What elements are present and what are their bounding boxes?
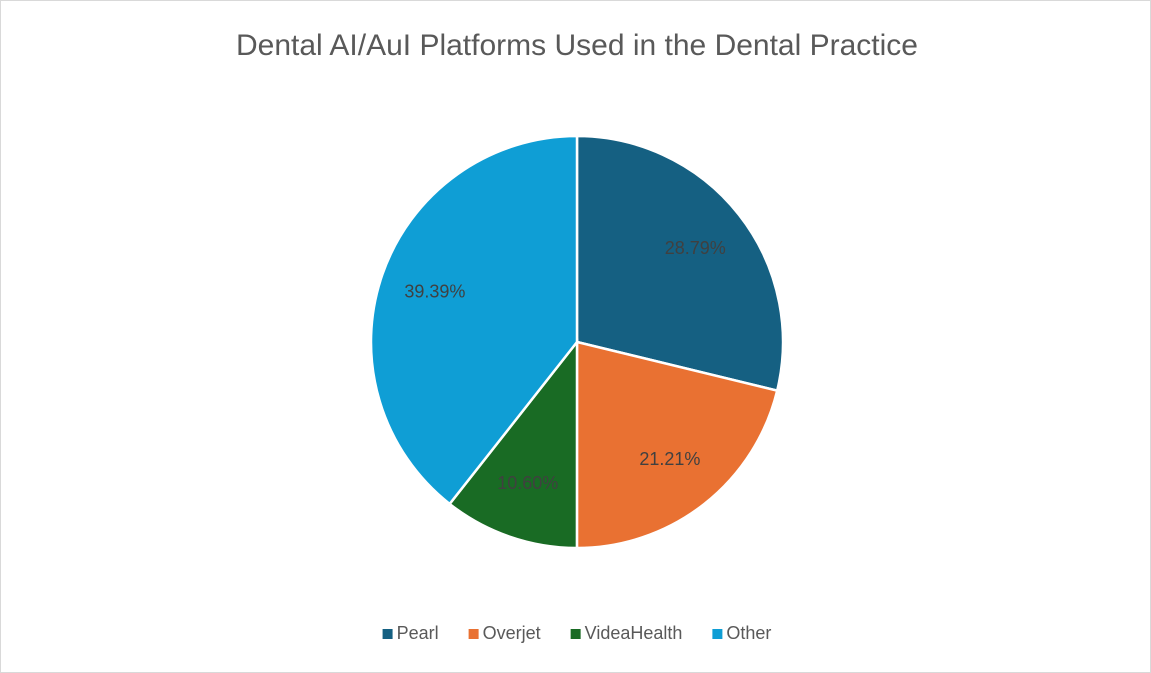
legend-label: Overjet	[483, 623, 541, 643]
pie-slice	[447, 338, 579, 550]
pie-slice	[575, 134, 785, 393]
data-label: 28.79%	[665, 238, 726, 258]
legend-label: VideaHealth	[585, 623, 683, 643]
data-label: 39.39%	[404, 282, 465, 302]
data-label: 21.21%	[639, 449, 700, 469]
legend-swatch	[382, 629, 393, 639]
pie-slice	[575, 340, 779, 550]
legend: Pearl Overjet VideaHealth Other	[382, 623, 771, 643]
data-label: 10.60%	[497, 473, 558, 493]
chart-title: Dental AI/AuI Platforms Used in the Dent…	[236, 29, 918, 62]
pie-slice	[369, 134, 579, 506]
legend-swatch	[712, 629, 723, 639]
legend-label: Pearl	[397, 623, 439, 643]
legend-swatch	[468, 629, 479, 639]
legend-swatch	[570, 629, 581, 639]
legend-label: Other	[726, 623, 771, 643]
